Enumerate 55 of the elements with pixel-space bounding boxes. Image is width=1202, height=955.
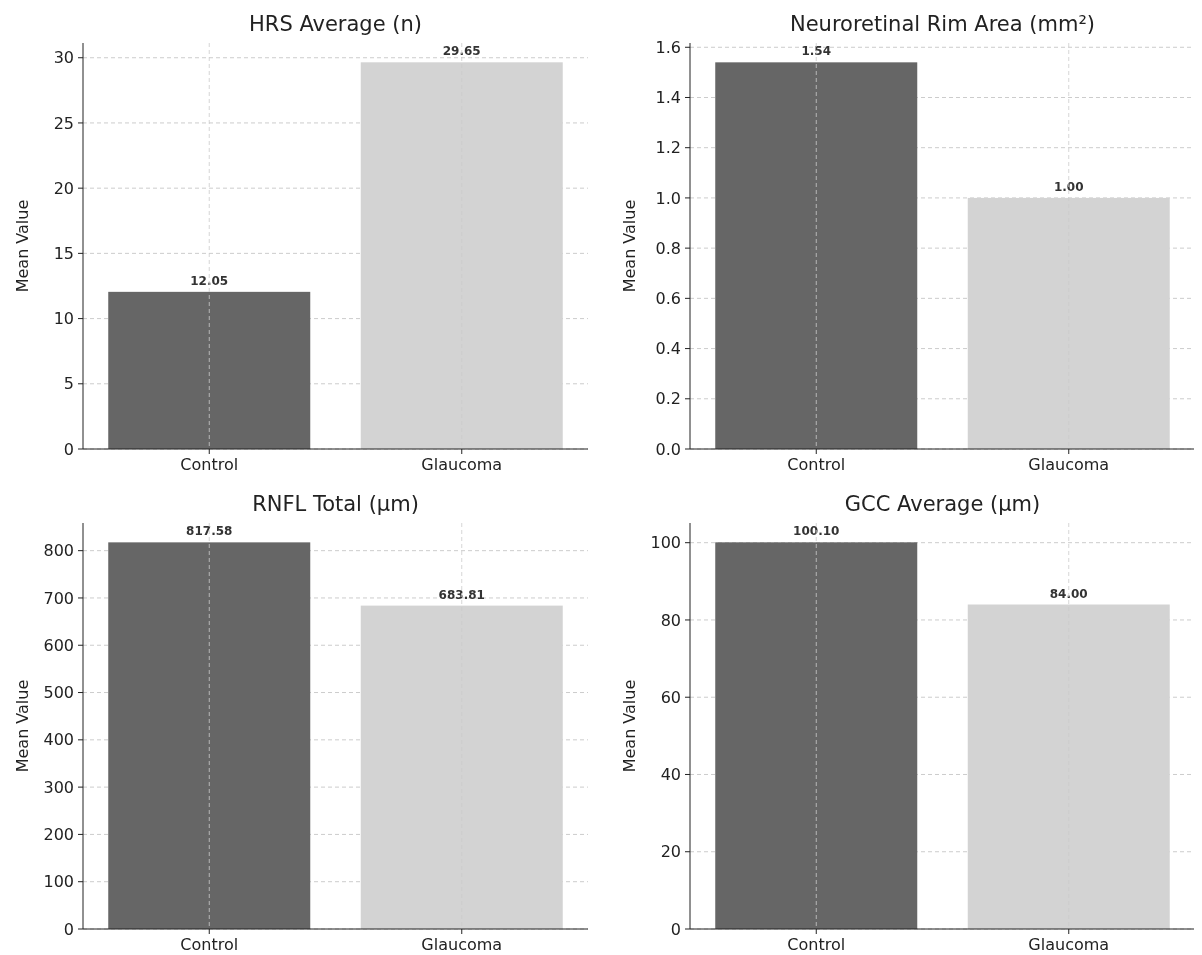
x-tick-label: Glaucoma — [1028, 935, 1110, 954]
y-tick-label: 20 — [53, 178, 74, 198]
y-tick-label: 60 — [660, 687, 681, 707]
y-axis-title: Mean Value — [620, 679, 639, 773]
data-label: 1.00 — [1053, 179, 1084, 194]
y-tick-label: 0 — [63, 919, 74, 939]
y-tick-label: 400 — [43, 730, 74, 750]
y-tick-label: 1.4 — [655, 88, 681, 108]
x-tick-label: Glaucoma — [421, 935, 503, 954]
x-tick-label: Control — [787, 935, 846, 954]
chart-title: Neuroretinal Rim Area (mm²) — [789, 12, 1096, 36]
y-tick-label: 40 — [660, 765, 681, 785]
y-tick-label: 10 — [53, 309, 74, 329]
y-axis-title: Mean Value — [13, 199, 32, 293]
y-tick-label: 600 — [43, 635, 74, 655]
y-tick-label: 0 — [63, 439, 74, 459]
chart-title: GCC Average (µm) — [844, 492, 1041, 516]
x-tick-label: Glaucoma — [1028, 455, 1110, 474]
data-label: 100.10 — [793, 524, 840, 539]
y-tick-label: 5 — [63, 374, 74, 394]
y-tick-label: 25 — [53, 113, 74, 133]
data-label: 817.58 — [186, 524, 233, 539]
y-tick-label: 1.2 — [655, 138, 681, 158]
data-label: 683.81 — [438, 587, 485, 602]
x-tick-label: Control — [180, 935, 239, 954]
y-axis-title: Mean Value — [620, 199, 639, 293]
y-tick-label: 800 — [43, 541, 74, 561]
data-label: 84.00 — [1049, 586, 1088, 601]
y-tick-label: 300 — [43, 777, 74, 797]
y-tick-label: 200 — [43, 825, 74, 845]
y-tick-label: 500 — [43, 683, 74, 703]
y-tick-label: 100 — [650, 533, 681, 553]
y-tick-label: 0.2 — [655, 389, 681, 409]
x-tick-label: Control — [787, 455, 846, 474]
y-tick-label: 700 — [43, 588, 74, 608]
y-tick-label: 1.0 — [655, 188, 681, 208]
y-tick-label: 30 — [53, 48, 74, 68]
y-axis-title: Mean Value — [13, 679, 32, 773]
data-label: 29.65 — [442, 44, 481, 59]
data-label: 12.05 — [190, 273, 229, 288]
y-tick-label: 0.4 — [655, 339, 681, 359]
x-tick-label: Control — [180, 455, 239, 474]
y-tick-label: 0.0 — [655, 439, 681, 459]
y-tick-label: 0.8 — [655, 238, 681, 258]
y-tick-label: 0 — [670, 919, 681, 939]
data-label: 1.54 — [801, 44, 832, 59]
y-tick-label: 80 — [660, 610, 681, 630]
x-tick-label: Glaucoma — [421, 455, 503, 474]
y-tick-label: 100 — [43, 872, 74, 892]
y-tick-label: 15 — [53, 243, 74, 263]
y-tick-label: 0.6 — [655, 288, 681, 308]
y-tick-label: 1.6 — [655, 37, 681, 57]
chart-title: HRS Average (n) — [249, 12, 422, 36]
y-tick-label: 20 — [660, 842, 681, 862]
chart-title: RNFL Total (µm) — [252, 492, 419, 516]
